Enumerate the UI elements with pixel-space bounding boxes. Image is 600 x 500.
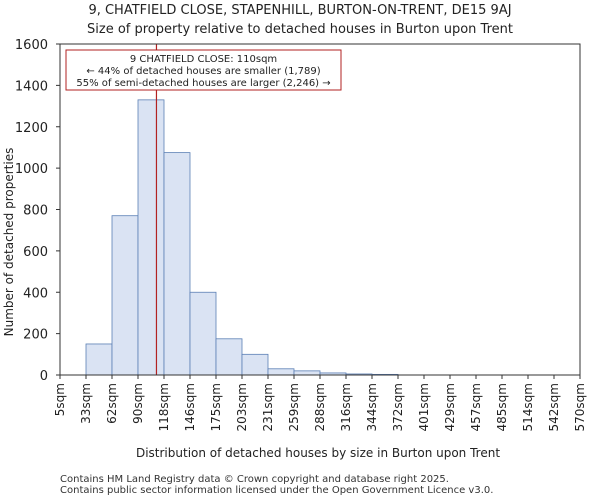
histogram-bar-33sqm	[85, 343, 113, 376]
x-tick-label: 457sqm	[469, 383, 483, 431]
y-tick-label: 0	[40, 369, 48, 384]
x-tick-label: 429sqm	[443, 383, 457, 431]
marker-annotation-box	[65, 49, 342, 91]
x-tick-label: 401sqm	[417, 383, 431, 431]
x-tick-label: 259sqm	[287, 383, 301, 431]
x-axis-label: Distribution of detached houses by size …	[136, 446, 500, 460]
x-tick-label: 203sqm	[235, 383, 249, 431]
histogram-bar-62sqm	[111, 215, 139, 376]
y-tick-label: 1600	[15, 38, 48, 53]
x-tick-label: 5sqm	[53, 383, 67, 416]
histogram-bar-203sqm	[241, 353, 269, 376]
x-tick-label: 514sqm	[521, 383, 535, 431]
y-axis-label: Number of detached properties	[2, 148, 16, 337]
footer-copyright: Contains HM Land Registry data © Crown c…	[60, 474, 449, 485]
x-tick-label: 118sqm	[157, 383, 171, 431]
histogram-bar-146sqm	[189, 291, 217, 376]
footer-licence: Contains public sector information licen…	[60, 485, 494, 496]
histogram-bar-259sqm	[293, 370, 321, 376]
marker-annotation-line: 55% of semi-detached houses are larger (…	[76, 78, 330, 89]
histogram-bar-90sqm	[137, 99, 165, 376]
marker-annotation-line: ← 44% of detached houses are smaller (1,…	[86, 66, 320, 77]
y-tick-label: 1200	[15, 121, 48, 136]
histogram-bar-118sqm	[163, 152, 191, 376]
x-tick-label: 288sqm	[313, 383, 327, 431]
x-tick-label: 146sqm	[183, 383, 197, 431]
x-tick-label: 485sqm	[495, 383, 509, 431]
chart-subtitle: Size of property relative to detached ho…	[87, 22, 513, 37]
y-tick-label: 1400	[15, 79, 48, 94]
x-tick-label: 570sqm	[573, 383, 587, 431]
x-tick-label: 542sqm	[547, 383, 561, 431]
y-tick-label: 200	[23, 328, 48, 343]
x-tick-label: 344sqm	[365, 383, 379, 431]
x-tick-label: 231sqm	[261, 383, 275, 431]
x-tick-label: 62sqm	[105, 383, 119, 424]
chart-title: 9, CHATFIELD CLOSE, STAPENHILL, BURTON-O…	[88, 3, 512, 18]
x-tick-label: 372sqm	[391, 383, 405, 431]
x-tick-label: 33sqm	[79, 383, 93, 424]
y-tick-label: 600	[23, 245, 48, 260]
x-tick-label: 90sqm	[131, 383, 145, 424]
y-tick-label: 800	[23, 204, 48, 219]
x-tick-label: 316sqm	[339, 383, 353, 431]
y-tick-label: 400	[23, 286, 48, 301]
y-tick-label: 1000	[15, 162, 48, 177]
histogram-bar-231sqm	[267, 368, 295, 376]
x-tick-label: 175sqm	[209, 383, 223, 431]
histogram-bar-175sqm	[215, 338, 243, 376]
marker-annotation-line: 9 CHATFIELD CLOSE: 110sqm	[130, 54, 277, 65]
